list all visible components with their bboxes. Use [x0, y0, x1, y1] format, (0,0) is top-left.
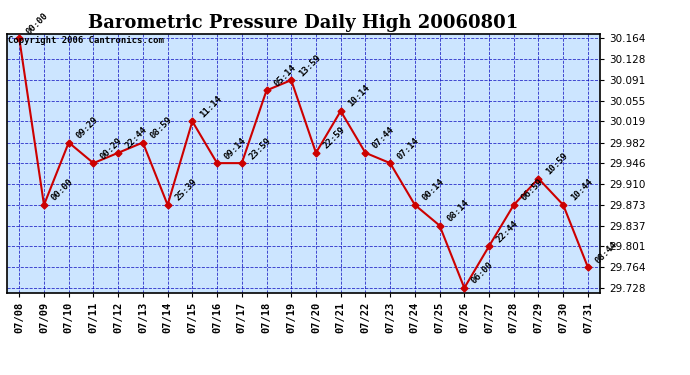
Text: 10:44: 10:44 [569, 177, 594, 203]
Text: 06:00: 06:00 [470, 260, 495, 286]
Text: 06:59: 06:59 [520, 177, 544, 203]
Title: Barometric Pressure Daily High 20060801: Barometric Pressure Daily High 20060801 [88, 14, 519, 32]
Text: 00:00: 00:00 [25, 11, 50, 36]
Text: 08:14: 08:14 [445, 198, 471, 223]
Text: 10:59: 10:59 [544, 151, 569, 176]
Text: 09:14: 09:14 [223, 136, 248, 161]
Text: 00:14: 00:14 [420, 177, 446, 203]
Text: 23:59: 23:59 [247, 136, 273, 161]
Text: 25:39: 25:39 [173, 177, 199, 203]
Text: 07:44: 07:44 [371, 125, 396, 151]
Text: 08:44: 08:44 [593, 240, 619, 265]
Text: Copyright 2006 Cantronics.com: Copyright 2006 Cantronics.com [8, 36, 164, 45]
Text: 22:59: 22:59 [322, 125, 347, 151]
Text: 13:59: 13:59 [297, 53, 322, 78]
Text: 09:29: 09:29 [75, 115, 99, 140]
Text: 22:44: 22:44 [124, 125, 149, 151]
Text: 22:44: 22:44 [495, 219, 520, 244]
Text: 00:29: 00:29 [99, 136, 124, 161]
Text: 10:14: 10:14 [346, 84, 372, 109]
Text: 07:14: 07:14 [395, 136, 421, 161]
Text: 05:14: 05:14 [272, 63, 297, 88]
Text: 08:59: 08:59 [148, 115, 174, 140]
Text: 00:00: 00:00 [50, 177, 75, 203]
Text: 11:14: 11:14 [198, 94, 224, 119]
